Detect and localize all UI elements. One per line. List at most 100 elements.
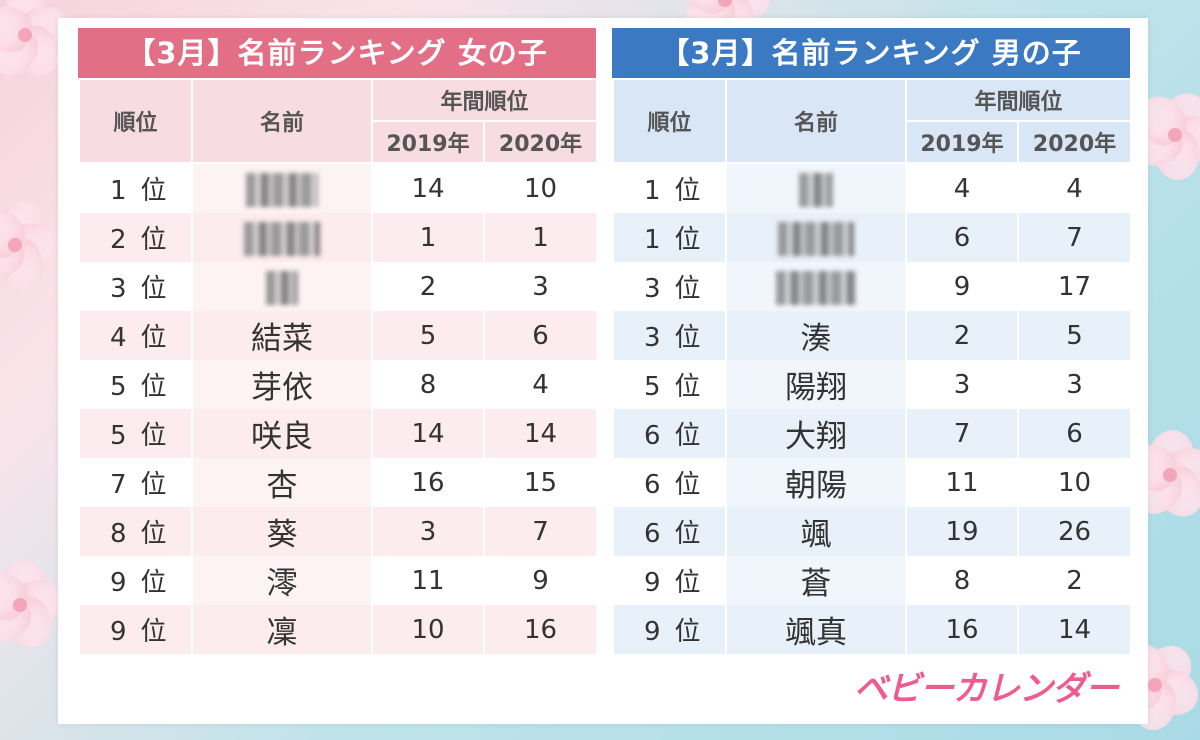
rank-2020-cell: 4 <box>1016 163 1133 213</box>
rank-2019-cell: 3 <box>905 360 1019 409</box>
rank-2020-cell: 5 <box>1016 311 1133 360</box>
rank-2020-cell: 6 <box>482 311 599 360</box>
blurred-name <box>246 172 318 207</box>
rank-2019-cell: 7 <box>905 409 1019 458</box>
rank-2019-cell: 11 <box>905 458 1019 507</box>
rank-2019-cell: 2 <box>905 311 1019 360</box>
year-2019-header: 2019年 <box>905 120 1019 164</box>
name-cell: 葵 <box>191 507 373 556</box>
annual-rank-header: 年間順位 <box>904 78 1133 122</box>
cherry-blossom-decoration <box>0 0 75 85</box>
name-column-header: 名前 <box>191 78 373 164</box>
name-cell: 凜 <box>191 605 373 654</box>
rank-2020-cell: 3 <box>1016 360 1133 409</box>
cherry-blossom-decoration <box>1106 635 1200 732</box>
rank-2020-cell: 7 <box>1016 213 1133 262</box>
rank-2019-cell: 14 <box>371 163 485 213</box>
rank-2019-cell: 2 <box>371 262 485 311</box>
boys-panel-title: 【3月】名前ランキング 男の子 <box>612 28 1130 78</box>
name-cell: 颯 <box>725 507 907 556</box>
name-cell <box>725 163 907 213</box>
name-cell <box>191 213 373 262</box>
name-cell: 杏 <box>191 458 373 507</box>
rank-2020-cell: 26 <box>1016 507 1133 556</box>
year-2020-header: 2020年 <box>482 120 599 164</box>
name-cell <box>191 163 373 213</box>
name-cell <box>725 213 907 262</box>
name-cell: 大翔 <box>725 409 907 458</box>
name-cell: 芽依 <box>191 360 373 409</box>
blurred-name <box>266 270 298 305</box>
rank-2020-cell: 14 <box>1016 605 1133 654</box>
rank-2019-cell: 14 <box>371 409 485 458</box>
rank-2019-cell: 16 <box>905 605 1019 654</box>
blurred-name <box>778 221 854 256</box>
year-2019-header: 2019年 <box>371 120 485 164</box>
rank-2019-cell: 8 <box>371 360 485 409</box>
name-cell: 朝陽 <box>725 458 907 507</box>
rank-2020-cell: 16 <box>482 605 599 654</box>
cherry-blossom-decoration <box>1119 428 1200 525</box>
name-cell: 湊 <box>725 311 907 360</box>
name-cell <box>725 262 907 311</box>
name-cell: 澪 <box>191 556 373 605</box>
ranking-card: 【3月】名前ランキング 女の子 順位 名前 年間順位 2019年 2020年 1… <box>58 18 1148 724</box>
year-2020-header: 2020年 <box>1016 120 1133 164</box>
girls-ranking-panel: 【3月】名前ランキング 女の子 順位 名前 年間順位 2019年 2020年 1… <box>78 28 599 654</box>
annual-rank-header: 年間順位 <box>370 78 599 122</box>
rank-2020-cell: 17 <box>1016 262 1133 311</box>
name-cell: 咲良 <box>191 409 373 458</box>
rank-2020-cell: 4 <box>482 360 599 409</box>
rank-2020-cell: 10 <box>1016 458 1133 507</box>
name-column-header: 名前 <box>725 78 907 164</box>
cherry-blossom-decoration <box>675 0 772 50</box>
cherry-blossom-decoration <box>0 556 68 656</box>
rank-2019-cell: 9 <box>905 262 1019 311</box>
name-cell <box>191 262 373 311</box>
name-cell: 颯真 <box>725 605 907 654</box>
rank-column-header: 順位 <box>612 78 727 164</box>
rank-2019-cell: 6 <box>905 213 1019 262</box>
rank-2020-cell: 7 <box>482 507 599 556</box>
rank-2019-cell: 11 <box>371 556 485 605</box>
girls-panel-title: 【3月】名前ランキング 女の子 <box>78 28 596 78</box>
